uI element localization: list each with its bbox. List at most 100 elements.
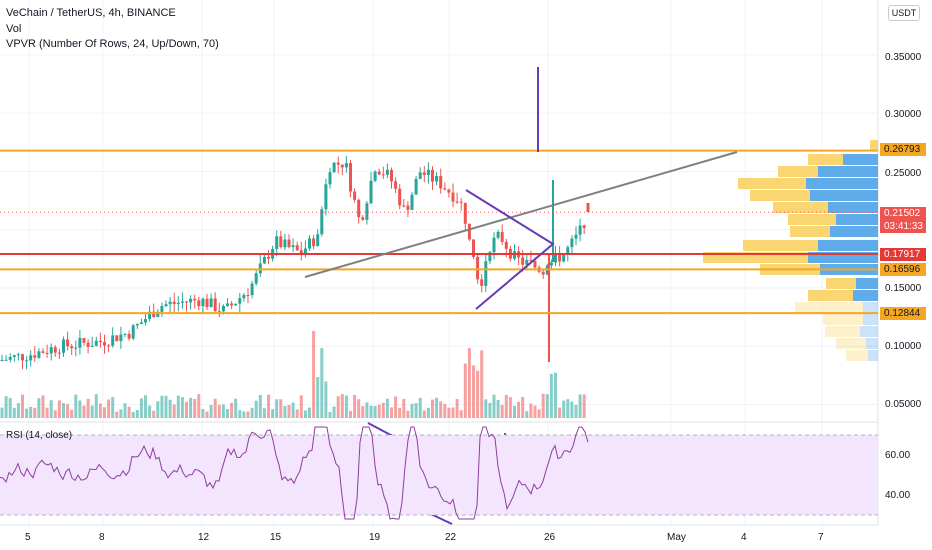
candle-body: [353, 191, 357, 200]
date-tick: May: [667, 532, 686, 543]
symbol-title[interactable]: VeChain / TetherUS, 4h, BINANCE: [6, 7, 176, 19]
triangle-pattern: [465, 189, 555, 310]
candle-body: [62, 339, 65, 353]
volume-bar: [66, 404, 70, 418]
volume-bar: [262, 408, 266, 418]
candle-body: [504, 241, 508, 249]
candle-body: [369, 180, 373, 204]
volume-bar: [545, 394, 549, 418]
resistance-price-label: 0.26793: [880, 143, 926, 156]
volume-bar: [25, 408, 29, 418]
volume-bar: [127, 406, 131, 418]
volume-bar: [164, 395, 168, 418]
volume-bar: [476, 370, 480, 418]
volume-profile-down: [808, 290, 853, 301]
vol-indicator-label[interactable]: Vol: [6, 23, 22, 35]
candle-body: [316, 234, 320, 247]
volume-bar: [517, 401, 521, 418]
candle-body: [554, 254, 557, 263]
candle-body: [258, 263, 262, 274]
candle-body: [176, 302, 180, 304]
horizontal-levels[interactable]: [0, 149, 878, 315]
candle-body: [185, 301, 188, 303]
candle-body: [262, 256, 266, 264]
candle-body: [426, 169, 430, 175]
candle-body: [570, 238, 574, 248]
volume-bar: [332, 406, 336, 418]
candle-body: [463, 202, 467, 224]
volume-bar: [435, 397, 439, 418]
volume-profile-up: [863, 302, 878, 313]
rsi-tick: 60.00: [885, 450, 911, 461]
volume-bar: [328, 411, 332, 418]
rsi-indicator-label[interactable]: RSI (14, close): [6, 430, 73, 441]
volume-profile-down: [846, 350, 868, 361]
candle-body: [566, 247, 570, 255]
candle-body: [213, 298, 217, 312]
volume-bar: [439, 401, 443, 418]
volume-bar: [303, 410, 307, 418]
volume-bar: [221, 404, 225, 418]
candle-body: [135, 324, 139, 326]
candle-body: [414, 178, 418, 195]
date-tick: 12: [198, 532, 210, 543]
volume-profile-down: [795, 302, 863, 313]
candle-body: [70, 346, 74, 349]
volume-bar: [566, 399, 570, 418]
candle-body: [275, 236, 279, 250]
volume-bar: [336, 396, 340, 418]
volume-bar: [271, 409, 275, 418]
volume-profile-down: [743, 240, 818, 251]
candle-body: [226, 303, 229, 306]
volume-profile-up: [808, 252, 878, 263]
volume-bar: [238, 410, 242, 418]
volume-bar: [90, 405, 94, 418]
volume-bar: [558, 407, 562, 418]
volume-bar: [57, 400, 61, 418]
candle-body: [562, 254, 566, 262]
candle-body: [447, 189, 451, 193]
volume-profile-down: [778, 166, 818, 177]
volume-bar: [201, 408, 205, 418]
rsi-band: [0, 435, 878, 515]
candle-body: [484, 261, 488, 286]
candle-body: [164, 304, 168, 307]
volume-bar: [410, 403, 414, 418]
candle-body: [480, 279, 484, 286]
candle-body: [361, 217, 365, 220]
volume-profile-down: [825, 326, 860, 337]
volume-bar: [562, 400, 566, 418]
volume-bar: [467, 348, 471, 418]
volume-profile-up: [843, 154, 878, 165]
volume-bar: [349, 410, 352, 418]
currency-button[interactable]: USDT: [888, 5, 920, 21]
volume-bar: [570, 401, 574, 418]
volume-bar: [242, 411, 246, 418]
volume-bar: [340, 394, 344, 418]
candle-body: [574, 234, 578, 239]
volume-bar: [193, 399, 197, 418]
volume-bar: [254, 400, 258, 418]
candle-body: [8, 356, 12, 360]
current-price-label: 0.21502 03:41:33: [880, 207, 926, 233]
volume-bar: [422, 410, 426, 418]
volume-bar: [508, 397, 512, 418]
volume-profile: [703, 140, 878, 361]
candle-body: [398, 188, 402, 206]
volume-profile-down: [808, 154, 843, 165]
candle-body: [324, 184, 328, 210]
candle-body: [344, 163, 348, 168]
volume-bar: [369, 405, 373, 418]
volume-bar: [139, 398, 143, 418]
candle-body: [431, 169, 434, 182]
volume-bar: [185, 402, 188, 418]
rsi-pane: [0, 426, 878, 520]
volume-bar: [431, 399, 434, 418]
volume-bar: [180, 397, 184, 418]
candle-body: [496, 231, 500, 238]
candle-body: [308, 238, 311, 249]
candle-body: [287, 239, 291, 248]
volume-bar: [299, 395, 303, 418]
vpvr-indicator-label[interactable]: VPVR (Number Of Rows, 24, Up/Down, 70): [6, 38, 219, 50]
